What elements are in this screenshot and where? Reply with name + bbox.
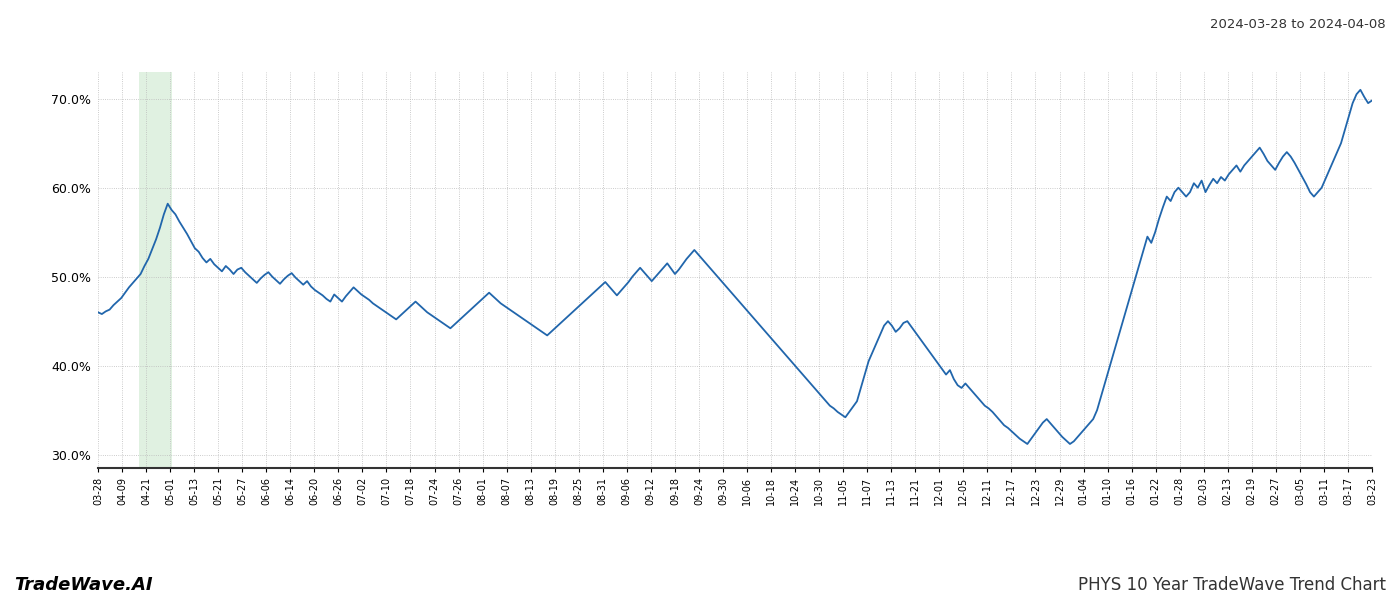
Bar <box>139 72 172 468</box>
Text: TradeWave.AI: TradeWave.AI <box>14 576 153 594</box>
Text: PHYS 10 Year TradeWave Trend Chart: PHYS 10 Year TradeWave Trend Chart <box>1078 576 1386 594</box>
Text: 2024-03-28 to 2024-04-08: 2024-03-28 to 2024-04-08 <box>1211 18 1386 31</box>
